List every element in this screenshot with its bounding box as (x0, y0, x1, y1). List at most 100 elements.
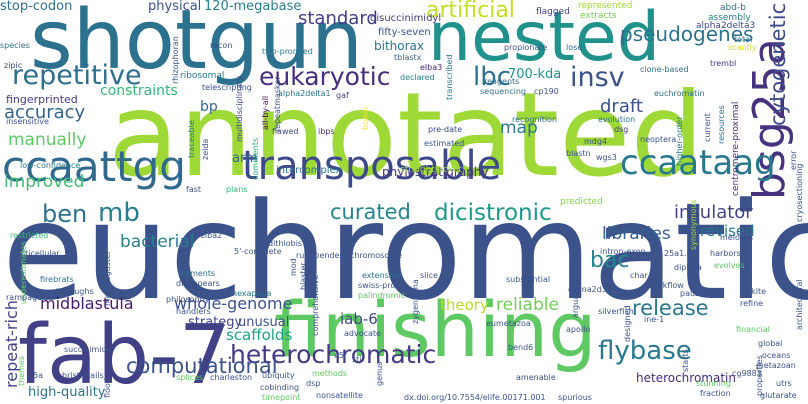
word-low-confidence: low-confidence (20, 161, 81, 170)
word-declared: declared (400, 73, 435, 82)
word-splices: splices (176, 373, 204, 382)
word-meioses: meioses (720, 233, 754, 242)
word-heterochromatin: heterochromatin (636, 371, 736, 385)
word-ubiquity: ubiquity (262, 371, 295, 380)
word-cobinding: cobinding (260, 383, 300, 392)
word-physical: physical (148, 0, 202, 14)
word-doi: dx.doi.org/10.7554/elife.00171.001 (404, 393, 546, 402)
word-metazoan: metazoan (756, 361, 796, 370)
word-tblastx: tblastx (394, 53, 422, 62)
word-stunning: stunning (696, 379, 731, 388)
word-curated: curated (330, 200, 411, 224)
word-silverfish: silverfish (598, 307, 634, 316)
word-fifty-seven: fifty-seven (378, 27, 431, 38)
word-melanogaster: melanogaster (103, 250, 112, 306)
word-cacna2d3: cacna2d3 (568, 285, 607, 294)
word-accuracy: accuracy (4, 102, 86, 123)
word-25a1.2: 25a1.2 (664, 249, 692, 258)
word-reagents: reagents (484, 77, 520, 86)
word-intron-exon: intron-exon (600, 247, 646, 256)
word-heterochromatic: heterochromatic (230, 340, 437, 369)
word-constraints: constraints (100, 83, 178, 99)
word-species: species (0, 41, 30, 50)
word-transposable: transposable (242, 143, 502, 189)
word-two-pronged: two-pronged (262, 47, 313, 56)
word-zipic: zipic (4, 61, 23, 70)
word-pseudogenes: pseudogenes (620, 22, 754, 46)
word-estimated: estimated (424, 139, 465, 148)
word-recon: recon (210, 41, 233, 50)
word-blaster: blaster (299, 262, 308, 290)
word-timepoint: timepoint (262, 393, 301, 402)
word-apollo: apollo (566, 325, 591, 334)
word-scaffolds: scaffolds (226, 326, 293, 344)
word-starts: starts (681, 349, 690, 372)
word-fast: fast (186, 185, 202, 194)
word-charleston: charleston (210, 373, 253, 382)
word-iab-6: iab-6 (340, 310, 378, 328)
word-flawed: flawed (272, 127, 299, 136)
word-propionate: propionate (504, 43, 548, 52)
word-rule-benders: rule-benders (296, 251, 347, 260)
word-methods: methods (312, 369, 348, 378)
word-dithiobis: dithiobis (268, 239, 303, 248)
word-glutarate: glutarate (760, 391, 797, 400)
word-represented: represented (578, 1, 633, 11)
word-swiss-prot: swiss-prot (358, 281, 399, 290)
word-properties: properties (755, 355, 764, 396)
word-global: global (758, 339, 783, 348)
word-ribosomal: ribosomal (180, 71, 225, 81)
word-bristletails: bristletails (62, 371, 104, 380)
word-traceable: traceable (187, 120, 196, 158)
word-current: current (703, 113, 712, 142)
word-ccaataag: ccaataag (620, 143, 776, 183)
word-bump: bump (361, 106, 370, 130)
word-improved: improved (4, 172, 85, 192)
word-fraction: fraction (700, 389, 731, 398)
word-stop-codon: stop-codon (0, 0, 73, 14)
word-artificial: artificial (426, 0, 515, 23)
word-workflow: workflow (648, 281, 684, 290)
word-architectural: architectural (795, 279, 804, 330)
word-computational: computational (126, 354, 278, 378)
word-char: char (630, 271, 648, 280)
word-700-kda: 700-kda (508, 67, 562, 82)
word-amenable: amenable (516, 373, 556, 382)
word-flagged: flagged (536, 7, 570, 17)
word-high-quality: high-quality (28, 385, 106, 400)
word-comments: comments (251, 137, 260, 180)
word-telescripting: telescripting (202, 83, 252, 92)
word-sequencing: sequencing (480, 87, 526, 96)
word-comprehensive: comprehensive (311, 274, 320, 336)
word-gaf: gaf (336, 91, 349, 100)
word-euchromatic: euchromatic (2, 174, 808, 330)
word-pre-date: pre-date (428, 125, 463, 134)
word-ben: ben (42, 200, 88, 228)
word-25a: 25a (28, 371, 44, 380)
word-substantial: substantial (506, 275, 551, 284)
word-mb: mb (98, 198, 140, 228)
word-alpha2delta3: alpha2delta3 (696, 21, 756, 31)
word-chromosome: chromosome (350, 251, 402, 260)
word-5-complete: 5'-complete (234, 247, 282, 256)
word-all-by-all: all-by-all (261, 95, 270, 130)
word-plans: plans (226, 185, 248, 194)
word-extensive: extensive (362, 271, 401, 280)
word-repetitive: repetitive (12, 60, 142, 91)
word-evolution: evolution (598, 115, 636, 124)
word-slice: slice (420, 271, 438, 280)
word-fab-7: fab-7 (18, 308, 231, 403)
word-ine-1: ine-1 (644, 315, 665, 324)
word-resources: resources (717, 105, 726, 144)
word-standard: standard (298, 8, 378, 29)
word-succinimidyl: succinimidyl (64, 345, 114, 354)
word-philosophy: philosophy (166, 295, 210, 304)
word-firebrats: firebrats (40, 275, 74, 284)
word-centromere-proximal: centromere-proximal (731, 101, 741, 196)
word-abd-b: abd-b (720, 3, 746, 13)
word-repeatmasker: repeatmasker (273, 76, 282, 133)
word-finishing: finishing (274, 285, 597, 374)
word-multicellular: multicellular (10, 249, 60, 258)
word-recognition: recognition (512, 115, 558, 124)
